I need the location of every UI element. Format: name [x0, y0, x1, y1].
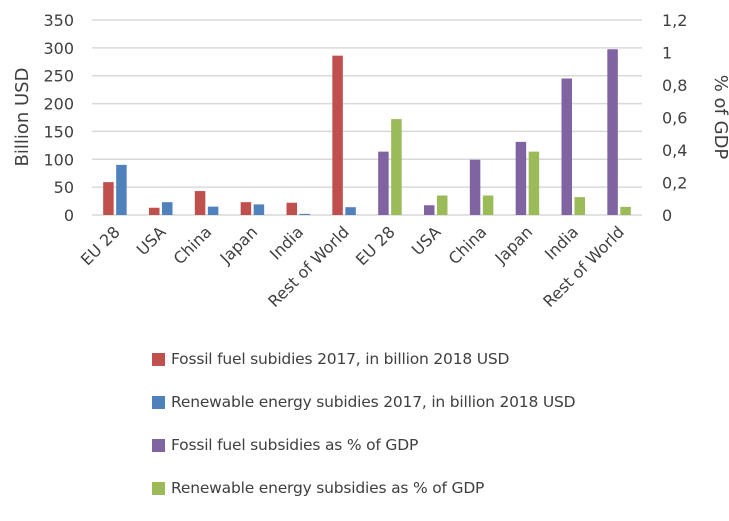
y-tick-label: 150 [43, 122, 74, 141]
y2-tick-label: 1 [662, 44, 672, 63]
x-tick-label: EU 28 [352, 222, 399, 269]
x-tick-label: Rest of World [264, 222, 353, 311]
legend-item: Fossil fuel subidies 2017, in billion 20… [152, 349, 575, 369]
bar [332, 55, 343, 216]
legend-swatch [152, 438, 165, 452]
legend-label: Fossil fuel subsidies as % of GDP [171, 436, 419, 454]
bar [253, 204, 265, 215]
x-tick-label: China [170, 222, 216, 268]
bar [424, 205, 435, 215]
legend-item: Fossil fuel subsidies as % of GDP [152, 435, 575, 455]
bar [116, 164, 127, 215]
y2-tick-label: 0,2 [662, 174, 687, 193]
bar [149, 207, 160, 215]
bar [607, 49, 618, 215]
legend-swatch [152, 395, 165, 409]
x-tick-label: EU 28 [77, 222, 124, 269]
bar [207, 206, 219, 215]
bar [240, 202, 252, 215]
x-tick-label: Japan [216, 222, 262, 268]
y-axis-left-ticks: 0 50 100 150 200 250 300 350 [43, 11, 74, 225]
y-tick-label: 50 [54, 178, 74, 197]
legend-label: Fossil fuel subidies 2017, in billion 20… [171, 350, 510, 368]
y-tick-label: 350 [43, 11, 74, 30]
x-tick-label: USA [408, 222, 445, 259]
bar [469, 159, 481, 215]
bar [103, 182, 114, 215]
bar [482, 195, 494, 215]
legend-item: Renewable energy subidies 2017, in billi… [152, 392, 576, 412]
y-tick-label: 200 [43, 95, 74, 114]
y-axis-right-ticks: 0 0,2 0,4 0,6 0,8 1 1,2 [662, 11, 687, 225]
y2-tick-label: 0,8 [662, 76, 687, 95]
bar [299, 213, 310, 215]
y2-tick-label: 0,4 [662, 141, 687, 160]
y-tick-label: 100 [43, 150, 74, 169]
x-tick-label: Japan [491, 222, 537, 268]
bars [103, 49, 631, 216]
x-tick-label: Rest of World [539, 222, 628, 311]
y-tick-label: 250 [43, 67, 74, 86]
x-tick-label: USA [133, 222, 170, 259]
bar [378, 151, 389, 215]
bar [286, 202, 297, 215]
bar [574, 197, 585, 215]
legend: Fossil fuel subidies 2017, in billion 20… [152, 349, 576, 521]
bar [391, 119, 402, 215]
y-axis-left-title: Billion USD [12, 68, 33, 167]
y-tick-label: 0 [64, 206, 74, 225]
bar [162, 202, 173, 215]
x-tick-label: India [541, 222, 582, 263]
bar [345, 207, 356, 215]
x-tick-label: India [266, 222, 307, 263]
bar [194, 191, 206, 215]
legend-swatch [152, 481, 165, 495]
bar [515, 141, 527, 215]
y2-tick-label: 1,2 [662, 11, 687, 30]
y-tick-label: 300 [43, 39, 74, 58]
bar [437, 195, 448, 215]
x-tick-label: China [445, 222, 491, 268]
y2-tick-label: 0 [662, 206, 672, 225]
y-axis-right-title: % of GDP [710, 75, 729, 160]
bar [620, 206, 631, 215]
legend-label: Renewable energy subsidies as % of GDP [171, 479, 485, 497]
bar [528, 151, 540, 215]
legend-item: Renewable energy subsidies as % of GDP [152, 478, 575, 498]
legend-label: Renewable energy subidies 2017, in billi… [171, 393, 576, 411]
gridlines [92, 19, 642, 216]
bar [561, 78, 572, 215]
legend-swatch [152, 352, 165, 366]
y2-tick-label: 0,6 [662, 109, 687, 128]
